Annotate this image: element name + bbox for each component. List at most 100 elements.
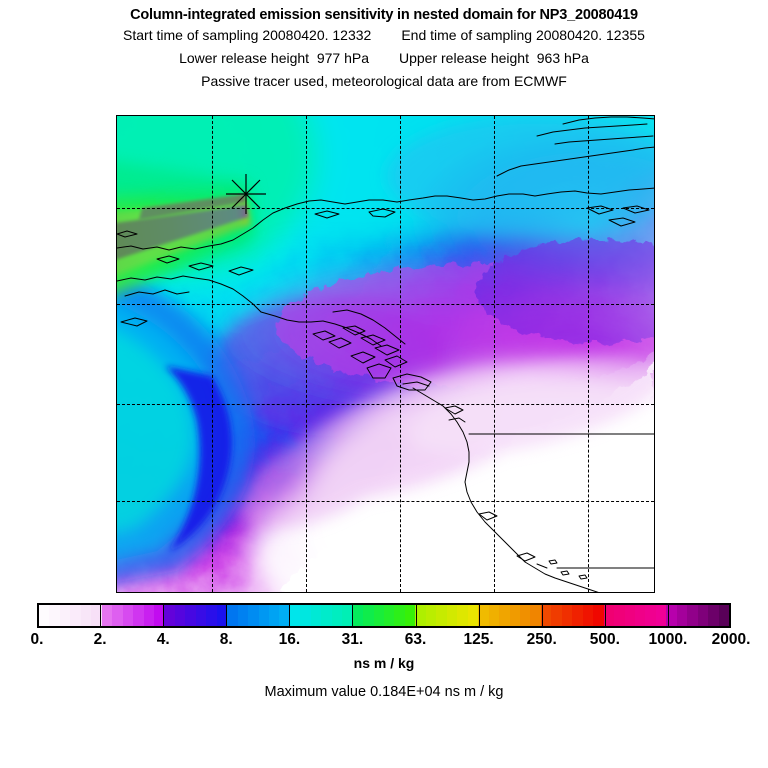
colorbar-step <box>530 605 541 626</box>
maximum-value-label: Maximum value 0.184E+04 ns m / kg <box>264 684 504 700</box>
colorbar-step <box>655 605 667 626</box>
colorbar-step <box>258 605 270 626</box>
colorbar-separator <box>604 603 606 628</box>
colorbar-step <box>467 605 479 626</box>
colorbar-step <box>216 605 228 626</box>
colorbar-tick-label: 31. <box>341 631 364 648</box>
colorbar-band <box>540 605 604 626</box>
header: Column-integrated emission sensitivity i… <box>0 0 768 93</box>
colorbar-band <box>415 605 479 626</box>
colorbar-band <box>101 605 165 626</box>
colorbar-tick-label: 2. <box>93 631 107 648</box>
colorbar-band <box>603 605 667 626</box>
colorbar-step <box>143 605 154 626</box>
colorbar-step <box>404 605 416 626</box>
colorbar-step <box>436 605 447 626</box>
colorbar-step <box>352 605 364 626</box>
colorbar-step <box>59 605 71 626</box>
colorbar-tick-label: 8. <box>219 631 233 648</box>
gridline-vertical <box>588 116 589 592</box>
colorbar-step <box>718 605 730 626</box>
colorbar-tick-label: 16. <box>278 631 301 648</box>
colorbar-step <box>133 605 144 626</box>
colorbar-step <box>91 605 102 626</box>
colorbar-step <box>519 605 531 626</box>
colorbar-step <box>195 605 207 626</box>
gridline-vertical <box>212 116 213 592</box>
colorbar-step <box>551 605 562 626</box>
colorbar-step <box>415 605 426 626</box>
colorbar-step <box>373 605 385 626</box>
release-point-marker <box>224 172 268 216</box>
colorbar-step <box>164 605 175 626</box>
release-height-row: Lower release height 977 hPa Upper releas… <box>0 47 768 70</box>
gridline-vertical <box>400 116 401 592</box>
colorbar-separator <box>226 603 228 628</box>
colorbar-step <box>300 605 311 626</box>
upper-release-height-label: Upper release height 963 hPa <box>399 50 589 66</box>
colorbar-step <box>206 605 217 626</box>
colorbar-step <box>122 605 134 626</box>
gridline-horizontal <box>117 501 654 502</box>
gridline-horizontal <box>117 208 654 209</box>
colorbar-step <box>572 605 583 626</box>
colorbar-separator <box>100 603 102 628</box>
start-time-label: Start time of sampling 20080420. 12332 <box>123 27 372 43</box>
colorbar-band <box>352 605 416 626</box>
colorbar-step <box>321 605 332 626</box>
colorbar-band <box>227 605 290 626</box>
colorbar-tick-label: 125. <box>463 631 494 648</box>
colorbar-step <box>499 605 510 626</box>
colorbar-band <box>478 605 541 626</box>
colorbar-step <box>603 605 615 626</box>
colorbar-step <box>342 605 353 626</box>
colorbar-step <box>289 605 301 626</box>
colorbar-step <box>697 605 709 626</box>
colorbar-step <box>488 605 500 626</box>
colorbar-step <box>154 605 165 626</box>
colorbar-tick-label: 1000. <box>648 631 688 648</box>
colorbar-step <box>645 605 656 626</box>
sampling-time-row: Start time of sampling 20080420. 12332 En… <box>0 24 768 47</box>
colorbar-step <box>666 605 677 626</box>
lower-release-height-label: Lower release height 977 hPa <box>179 50 369 66</box>
colorbar-tick-label: 63. <box>404 631 427 648</box>
colorbar-step <box>676 605 688 626</box>
colorbar-units-label: ns m / kg <box>353 655 415 671</box>
colorbar-separator <box>163 603 165 628</box>
colorbar-tick-label: 2000. <box>711 631 751 648</box>
colorbar-step <box>101 605 113 626</box>
colorbar-band <box>39 605 102 626</box>
plot-area <box>116 115 655 593</box>
colorbar-step <box>708 605 719 626</box>
colorbar-step <box>269 605 280 626</box>
gridline-vertical <box>306 116 307 592</box>
colorbar-step <box>227 605 238 626</box>
emission-sensitivity-field <box>117 116 654 592</box>
colorbar-step <box>279 605 290 626</box>
colorbar-step <box>363 605 374 626</box>
colorbar-step <box>80 605 92 626</box>
colorbar-step <box>425 605 437 626</box>
colorbar-step <box>384 605 395 626</box>
colorbar-step <box>49 605 60 626</box>
colorbar-separator <box>541 603 543 628</box>
colorbar-step <box>614 605 625 626</box>
colorbar-step <box>634 605 646 626</box>
colorbar-step <box>593 605 604 626</box>
gridline-horizontal <box>117 304 654 305</box>
colorbar-separator <box>289 603 291 628</box>
colorbar-step <box>331 605 343 626</box>
colorbar-step <box>394 605 405 626</box>
colorbar-tick-label: 4. <box>156 631 170 648</box>
colorbar-band <box>289 605 353 626</box>
colorbar-step <box>509 605 520 626</box>
colorbar-step <box>446 605 458 626</box>
colorbar-tick-label: 500. <box>589 631 620 648</box>
colorbar-step <box>582 605 594 626</box>
colorbar-step <box>248 605 259 626</box>
sensitivity-raster <box>117 116 654 592</box>
colorbar-separator <box>478 603 480 628</box>
tracer-label: Passive tracer used, meteorological data… <box>201 73 567 89</box>
colorbar-step <box>185 605 196 626</box>
